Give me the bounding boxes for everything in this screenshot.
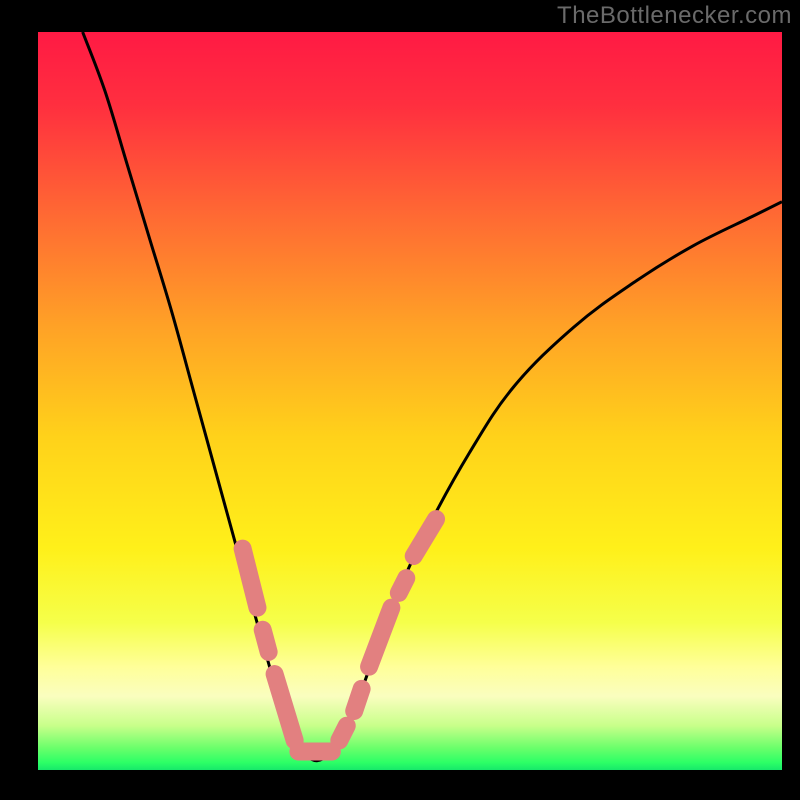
dash-segment [263,630,269,652]
chart-container: TheBottlenecker.com [0,0,800,800]
bottleneck-curve-chart [0,0,800,800]
dash-segment [399,578,406,593]
gradient-background [38,32,782,770]
dash-segment [339,726,346,741]
dash-segment [354,689,361,711]
watermark-text: TheBottlenecker.com [557,2,792,30]
